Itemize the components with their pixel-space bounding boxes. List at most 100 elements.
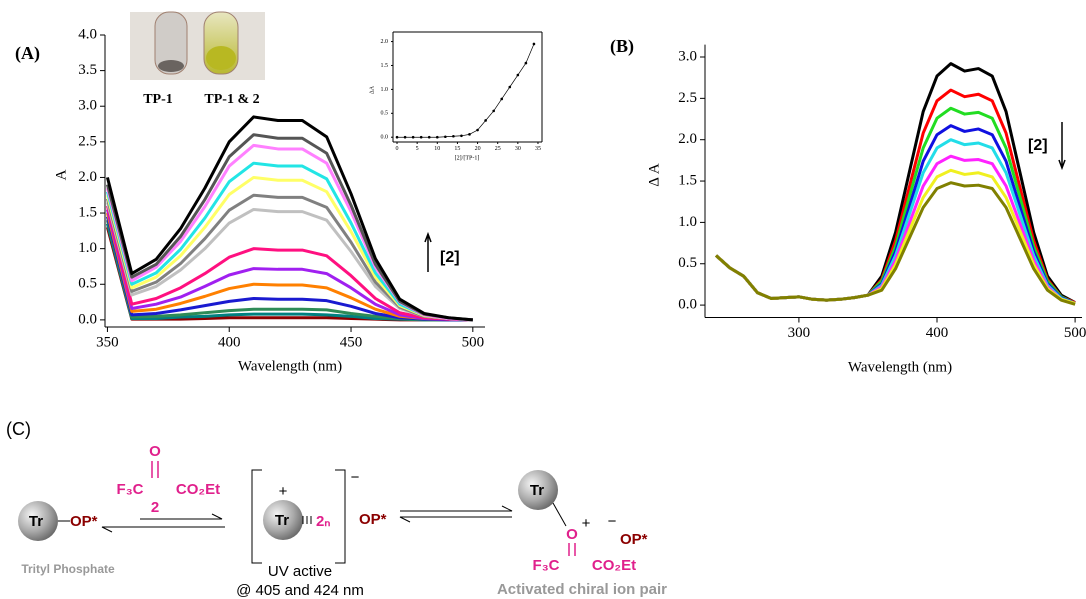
y-tick-label: 1.5	[381, 63, 389, 69]
annotation: [2]	[440, 249, 460, 266]
annotation: [2]	[1028, 137, 1048, 154]
y-tick-label: 0.5	[381, 111, 389, 117]
photo-label: TP-1	[143, 92, 173, 107]
marker	[395, 135, 399, 139]
line	[715, 106, 1076, 305]
y-tick-label: 0.0	[381, 135, 389, 141]
photo-label: TP-1 & 2	[204, 92, 259, 107]
x-tick-label: 15	[454, 146, 460, 152]
y-tick-label: 0.0	[78, 311, 97, 327]
x-tick-label: 0	[396, 146, 399, 152]
panel-label: (A)	[15, 43, 40, 64]
line	[397, 43, 535, 138]
caption: UV active	[268, 563, 332, 580]
x-tick-label: 450	[340, 335, 363, 351]
trityl-ball	[518, 470, 558, 510]
y-tick-label: 2.0	[78, 169, 97, 185]
y-tick-label: 0.5	[678, 255, 697, 271]
y-tick-label: 1.5	[78, 204, 97, 220]
panel: 0.0 0.5 1.0 1.5 2.0 2.5 3.0 3.5 4.0 350 400 450 500 W…	[15, 26, 485, 374]
y-tick-label: 0.0	[678, 297, 697, 313]
y-tick-label: 1.0	[78, 240, 97, 256]
atom: O	[149, 443, 161, 460]
y-tick-label: 1.5	[678, 172, 697, 188]
y-tick-label: 2.0	[381, 39, 389, 45]
marker	[452, 134, 455, 138]
marker	[532, 42, 536, 46]
x-axis-label: Wavelength (nm)	[238, 358, 342, 374]
x-tick-label: 400	[926, 325, 949, 341]
charge: −	[608, 513, 617, 530]
charge: −	[351, 469, 360, 486]
y-tick-label: 1.0	[381, 87, 389, 93]
y-tick-label: 2.5	[678, 90, 697, 106]
y-tick-label: 1.0	[678, 214, 697, 230]
atom: F₃C	[117, 481, 144, 498]
atom: F₃C	[533, 557, 560, 574]
ligand: 2ₙ	[316, 513, 330, 530]
bracket	[251, 469, 346, 564]
x-tick-label: 25	[495, 146, 501, 152]
marker	[484, 119, 487, 122]
marker	[419, 135, 423, 139]
marker	[492, 109, 495, 113]
line	[105, 133, 473, 322]
hashed-bond	[302, 516, 312, 524]
marker	[427, 135, 431, 139]
x-tick-label: 500	[462, 335, 485, 351]
equilibrium-arrow	[101, 513, 225, 533]
atom: OP*	[620, 531, 648, 548]
charge: +	[582, 515, 591, 532]
y-tick-label: 4.0	[78, 26, 97, 42]
y-axis-label: ΔA	[369, 85, 375, 94]
line	[105, 209, 473, 322]
atom: CO₂Et	[592, 557, 636, 574]
trityl-ball	[18, 501, 58, 541]
y-tick-label: 3.5	[78, 62, 97, 78]
caption: Trityl Phosphate	[21, 562, 115, 576]
panel: 0.0 0.5 1.0 1.5 2.0 2.5 3.0 300 400 500 Wavelength…	[610, 36, 1086, 375]
photo	[130, 11, 265, 80]
bond	[552, 502, 567, 527]
marker	[411, 135, 415, 139]
equilibrium-arrow	[399, 505, 513, 523]
y-tick-label: 0.5	[78, 276, 97, 292]
x-tick-label: 500	[1064, 325, 1086, 341]
caption: @ 405 and 424 nm	[236, 582, 364, 599]
line	[105, 115, 473, 322]
x-tick-label: 30	[515, 146, 521, 152]
marker	[460, 134, 463, 138]
arrow	[424, 231, 432, 272]
panel: 0.0 0.5 1.0 1.5 2.0 0 5 10 15 20 25 30 35 [2]/[TP-1] Δ…	[369, 31, 543, 161]
marker	[476, 128, 479, 132]
atom: OP*	[359, 511, 387, 528]
line	[715, 138, 1076, 305]
atom: OP*	[70, 513, 98, 530]
x-tick-label: 400	[218, 335, 241, 351]
line	[715, 181, 1076, 306]
marker	[435, 135, 439, 139]
marker	[500, 97, 504, 101]
x-tick-label: 35	[535, 146, 541, 152]
x-tick-label: 5	[416, 146, 419, 152]
panel-label: (C)	[6, 419, 31, 439]
arrow	[1058, 122, 1066, 171]
marker	[468, 133, 471, 136]
y-axis-label: Δ A	[646, 163, 662, 187]
charge: +	[279, 483, 288, 500]
x-tick-label: 10	[434, 146, 440, 152]
x-axis-label: [2]/[TP-1]	[455, 155, 480, 161]
marker	[508, 85, 512, 89]
y-axis-label: A	[53, 169, 69, 180]
line	[105, 205, 473, 322]
compound-number: 2	[151, 499, 159, 516]
x-tick-label: 350	[96, 335, 119, 351]
x-tick-label: 20	[475, 146, 481, 152]
y-tick-label: 2.0	[678, 131, 697, 147]
marker	[524, 61, 528, 65]
bond	[568, 543, 576, 556]
marker	[403, 135, 407, 139]
marker	[516, 73, 520, 77]
y-tick-label: 2.5	[78, 133, 97, 149]
